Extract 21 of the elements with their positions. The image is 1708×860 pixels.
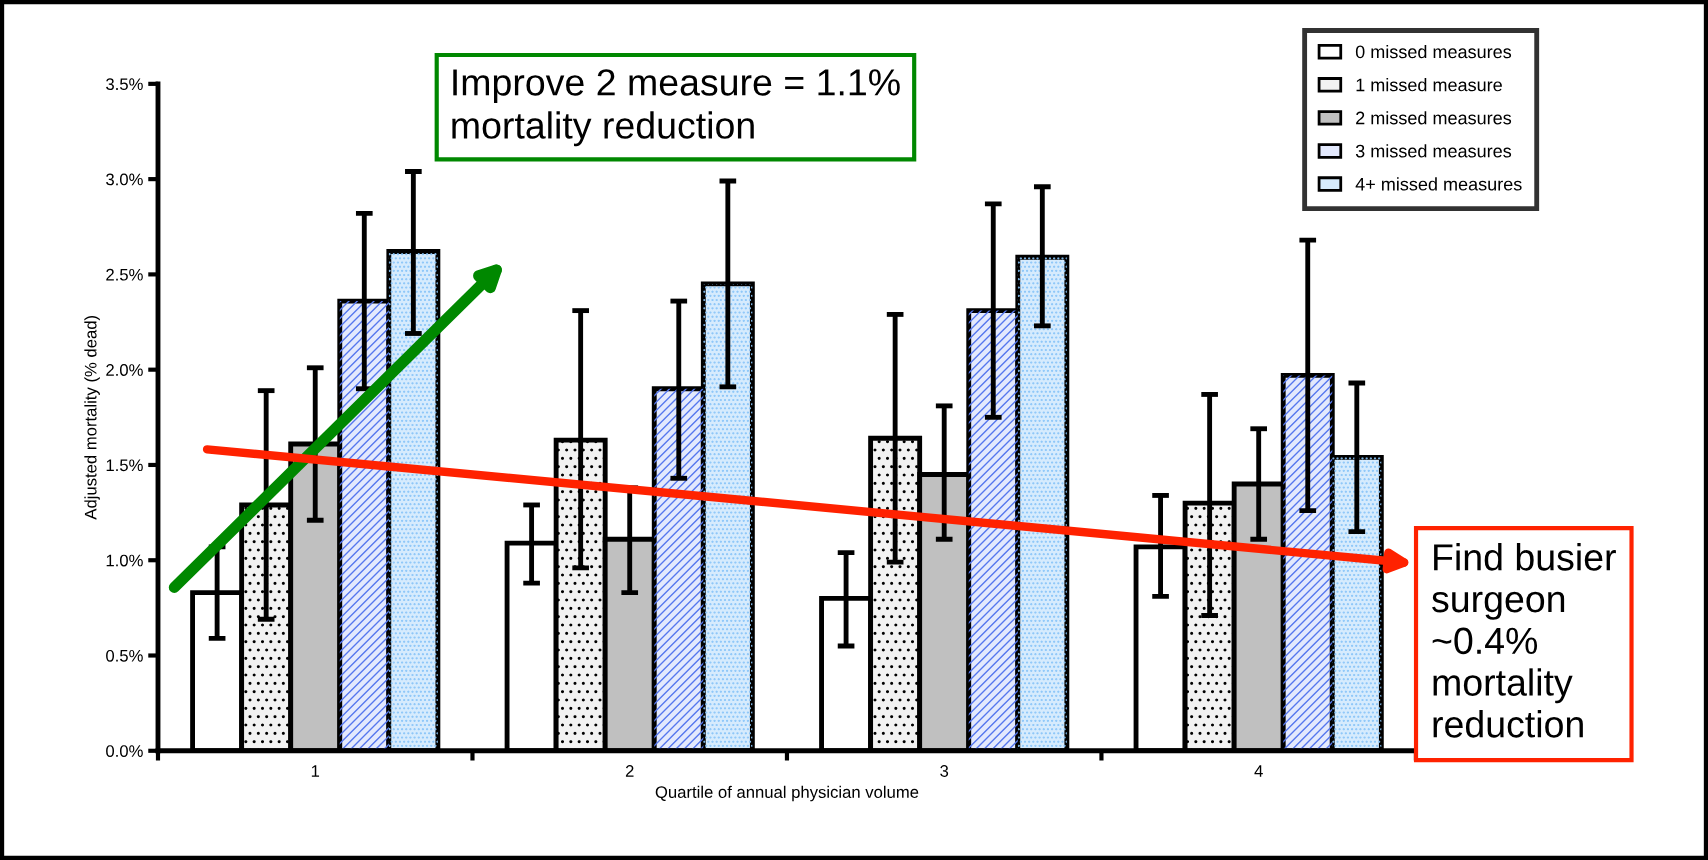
legend-label: 4+ missed measures — [1355, 177, 1522, 191]
y-tick-label: 1.5% — [106, 459, 143, 472]
y-axis-title: Adjusted mortality (% dead) — [84, 315, 100, 520]
x-tick-label: 1 — [311, 765, 320, 777]
y-tick-label: 3.5% — [106, 78, 143, 91]
y-tick-label: 2.5% — [106, 268, 143, 281]
x-axis-title: Quartile of annual physician volume — [655, 785, 919, 802]
text: Find busier surgeon ~0.4% mortality reduction — [1432, 543, 1616, 738]
x-tick-label: 3 — [940, 765, 949, 777]
legend-label: 0 missed measures — [1355, 44, 1512, 59]
legend-label: 3 missed measures — [1355, 144, 1512, 158]
y-tick-label: 3.0% — [106, 173, 143, 186]
y-tick-label: 2.0% — [106, 364, 143, 376]
legend-label: 1 missed measure — [1356, 78, 1502, 92]
y-tick-label: 1.0% — [106, 554, 143, 567]
y-tick-label: 0.5% — [106, 649, 143, 662]
x-tick-label: 4 — [1254, 765, 1263, 777]
legend-label: 2 missed measures — [1356, 111, 1512, 125]
x-tick-label: 2 — [625, 765, 634, 777]
y-tick-label: 0.0% — [106, 745, 143, 757]
annotation: Improve 2 measure = 1.1% mortality reduction — [452, 69, 900, 147]
